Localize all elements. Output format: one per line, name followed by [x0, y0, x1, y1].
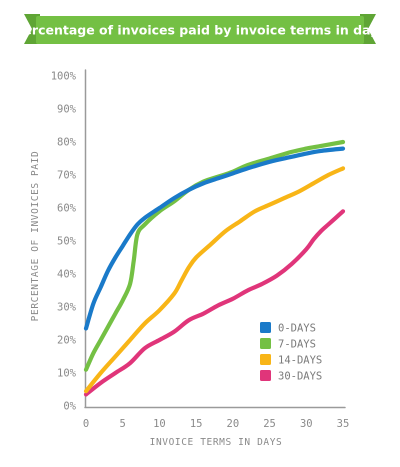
y-tick-label: 50%	[57, 236, 77, 248]
y-tick-label: 60%	[57, 203, 77, 215]
legend-swatch	[260, 338, 271, 349]
series-line-7-days	[83, 139, 346, 372]
legend: 0-DAYS 7-DAYS 14-DAYS 30-DAYS	[260, 322, 322, 383]
series-lines	[83, 139, 346, 397]
y-axis-title: PERCENTAGE OF INVOICES PAID	[30, 151, 41, 322]
y-tick-label: 40%	[57, 269, 77, 281]
y-tick-labels: 0% 10% 20% 30% 40% 50% 60% 70% 80% 90% 100%	[51, 71, 77, 413]
series-line-14-days	[83, 166, 346, 394]
x-tick-label: 30	[300, 418, 313, 430]
x-tick-label: 5	[120, 418, 126, 430]
x-tick-labels: 0 5 10 15 20 25 30 35	[83, 418, 349, 430]
y-tick-label: 30%	[57, 302, 77, 314]
legend-swatch	[260, 354, 271, 365]
x-tick-label: 35	[337, 418, 350, 430]
x-tick-label: 0	[83, 418, 89, 430]
x-tick-label: 10	[153, 418, 166, 430]
y-tick-label: 80%	[57, 137, 77, 149]
title-banner: Percentage of invoices paid by invoice t…	[14, 14, 386, 44]
y-tick-label: 100%	[51, 71, 77, 83]
y-tick-label: 20%	[57, 335, 77, 347]
series-line-0-days	[83, 146, 346, 331]
y-tick-label: 70%	[57, 170, 77, 182]
legend-label: 14-DAYS	[278, 355, 322, 367]
y-tick-label: 90%	[57, 104, 77, 116]
x-tick-label: 15	[190, 418, 203, 430]
legend-label: 0-DAYS	[278, 323, 316, 335]
series-line-30-days	[83, 209, 346, 397]
y-tick-label: 0%	[63, 401, 76, 413]
x-axis-title: INVOICE TERMS IN DAYS	[150, 437, 283, 448]
chart-title: Percentage of invoices paid by invoice t…	[14, 23, 385, 38]
y-tick-label: 10%	[57, 368, 77, 380]
x-tick-label: 20	[227, 418, 240, 430]
x-tick-label: 25	[263, 418, 276, 430]
legend-label: 7-DAYS	[278, 339, 316, 351]
title-ribbon-body	[36, 16, 364, 44]
legend-swatch	[260, 370, 271, 381]
axes	[84, 69, 346, 409]
legend-swatch	[260, 322, 271, 333]
legend-label: 30-DAYS	[278, 371, 322, 383]
